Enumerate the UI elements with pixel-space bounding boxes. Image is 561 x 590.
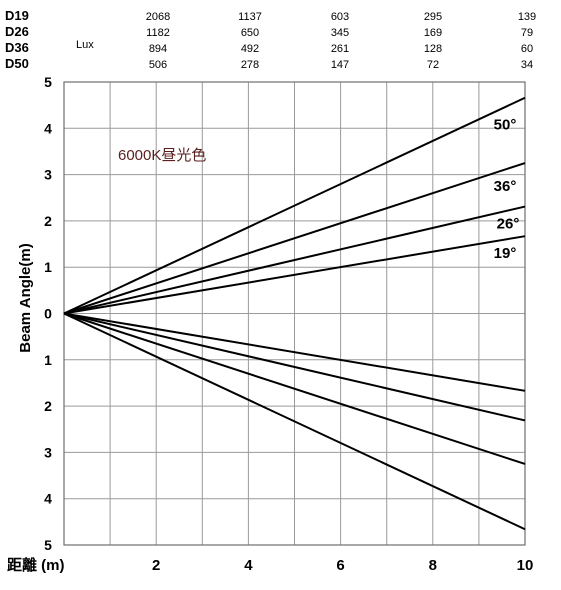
series-label: 50° <box>494 117 517 134</box>
lux-value: 603 <box>331 11 349 23</box>
beam-line-lower <box>63 312 526 422</box>
chart-grid <box>63 81 526 546</box>
y-tick-label: 4 <box>44 120 52 136</box>
lux-row-label: D36 <box>5 40 29 55</box>
lux-table: D19 2068 1137 603 295 139 D26 1182 650 345 169 79 D3… <box>5 8 536 71</box>
lux-value: 128 <box>424 43 442 55</box>
x-tick-label: 6 <box>336 557 344 574</box>
lux-value: 261 <box>331 43 349 55</box>
color-temperature-label: 6000K昼光色 <box>118 147 206 164</box>
beam-line-upper <box>63 96 526 315</box>
y-tick-label: 2 <box>44 398 52 414</box>
y-tick-label: 0 <box>44 306 52 322</box>
lux-value: 650 <box>241 27 259 39</box>
lux-value: 60 <box>521 43 533 55</box>
y-tick-label: 1 <box>44 352 52 368</box>
lux-unit-label: Lux <box>76 39 94 51</box>
lux-value: 79 <box>521 27 533 39</box>
x-tick-label: 8 <box>429 557 437 574</box>
lux-value: 1182 <box>146 27 170 39</box>
lux-row-label: D19 <box>5 8 29 23</box>
series-labels: 50° 36° 26° 19° <box>494 117 520 262</box>
lux-value: 894 <box>149 43 167 55</box>
lux-value: 169 <box>424 27 442 39</box>
lux-value: 278 <box>241 59 259 71</box>
x-tick-label: 10 <box>517 557 534 574</box>
beam-line-lower <box>63 312 526 392</box>
y-axis-ticks: 5 4 3 2 1 0 1 2 3 4 5 <box>44 74 52 553</box>
lux-row-label: D50 <box>5 56 29 71</box>
beam-line-upper <box>63 205 526 315</box>
x-tick-label: 4 <box>244 557 253 574</box>
y-axis-label: Beam Angle(m) <box>17 243 34 352</box>
x-axis-label: 距離 (m) <box>7 556 65 574</box>
y-tick-label: 3 <box>44 167 52 183</box>
series-label: 19° <box>494 245 517 262</box>
lux-value: 492 <box>241 43 259 55</box>
y-tick-label: 3 <box>44 444 52 460</box>
series-label: 36° <box>494 178 517 195</box>
lux-row-label: D26 <box>5 24 29 39</box>
lux-value: 72 <box>427 59 439 71</box>
lux-value: 295 <box>424 11 442 23</box>
beam-line-lower <box>63 312 526 465</box>
lux-value: 139 <box>518 11 536 23</box>
y-tick-label: 5 <box>44 537 52 553</box>
beam-line-upper <box>63 235 526 315</box>
y-tick-label: 2 <box>44 213 52 229</box>
beam-line-lower <box>63 312 526 531</box>
beam-line-upper <box>63 162 526 315</box>
lux-value: 147 <box>331 59 349 71</box>
y-tick-label: 1 <box>44 259 52 275</box>
lux-value: 506 <box>149 59 167 71</box>
lux-value: 34 <box>521 59 533 71</box>
y-tick-label: 5 <box>44 74 52 90</box>
x-axis-ticks: 2 4 6 8 10 <box>152 557 533 574</box>
lux-value: 345 <box>331 27 349 39</box>
y-tick-label: 4 <box>44 491 52 507</box>
lux-value: 2068 <box>146 11 170 23</box>
beam-lines <box>63 96 526 531</box>
series-label: 26° <box>497 216 520 233</box>
lux-value: 1137 <box>238 11 262 23</box>
x-tick-label: 2 <box>152 557 160 574</box>
